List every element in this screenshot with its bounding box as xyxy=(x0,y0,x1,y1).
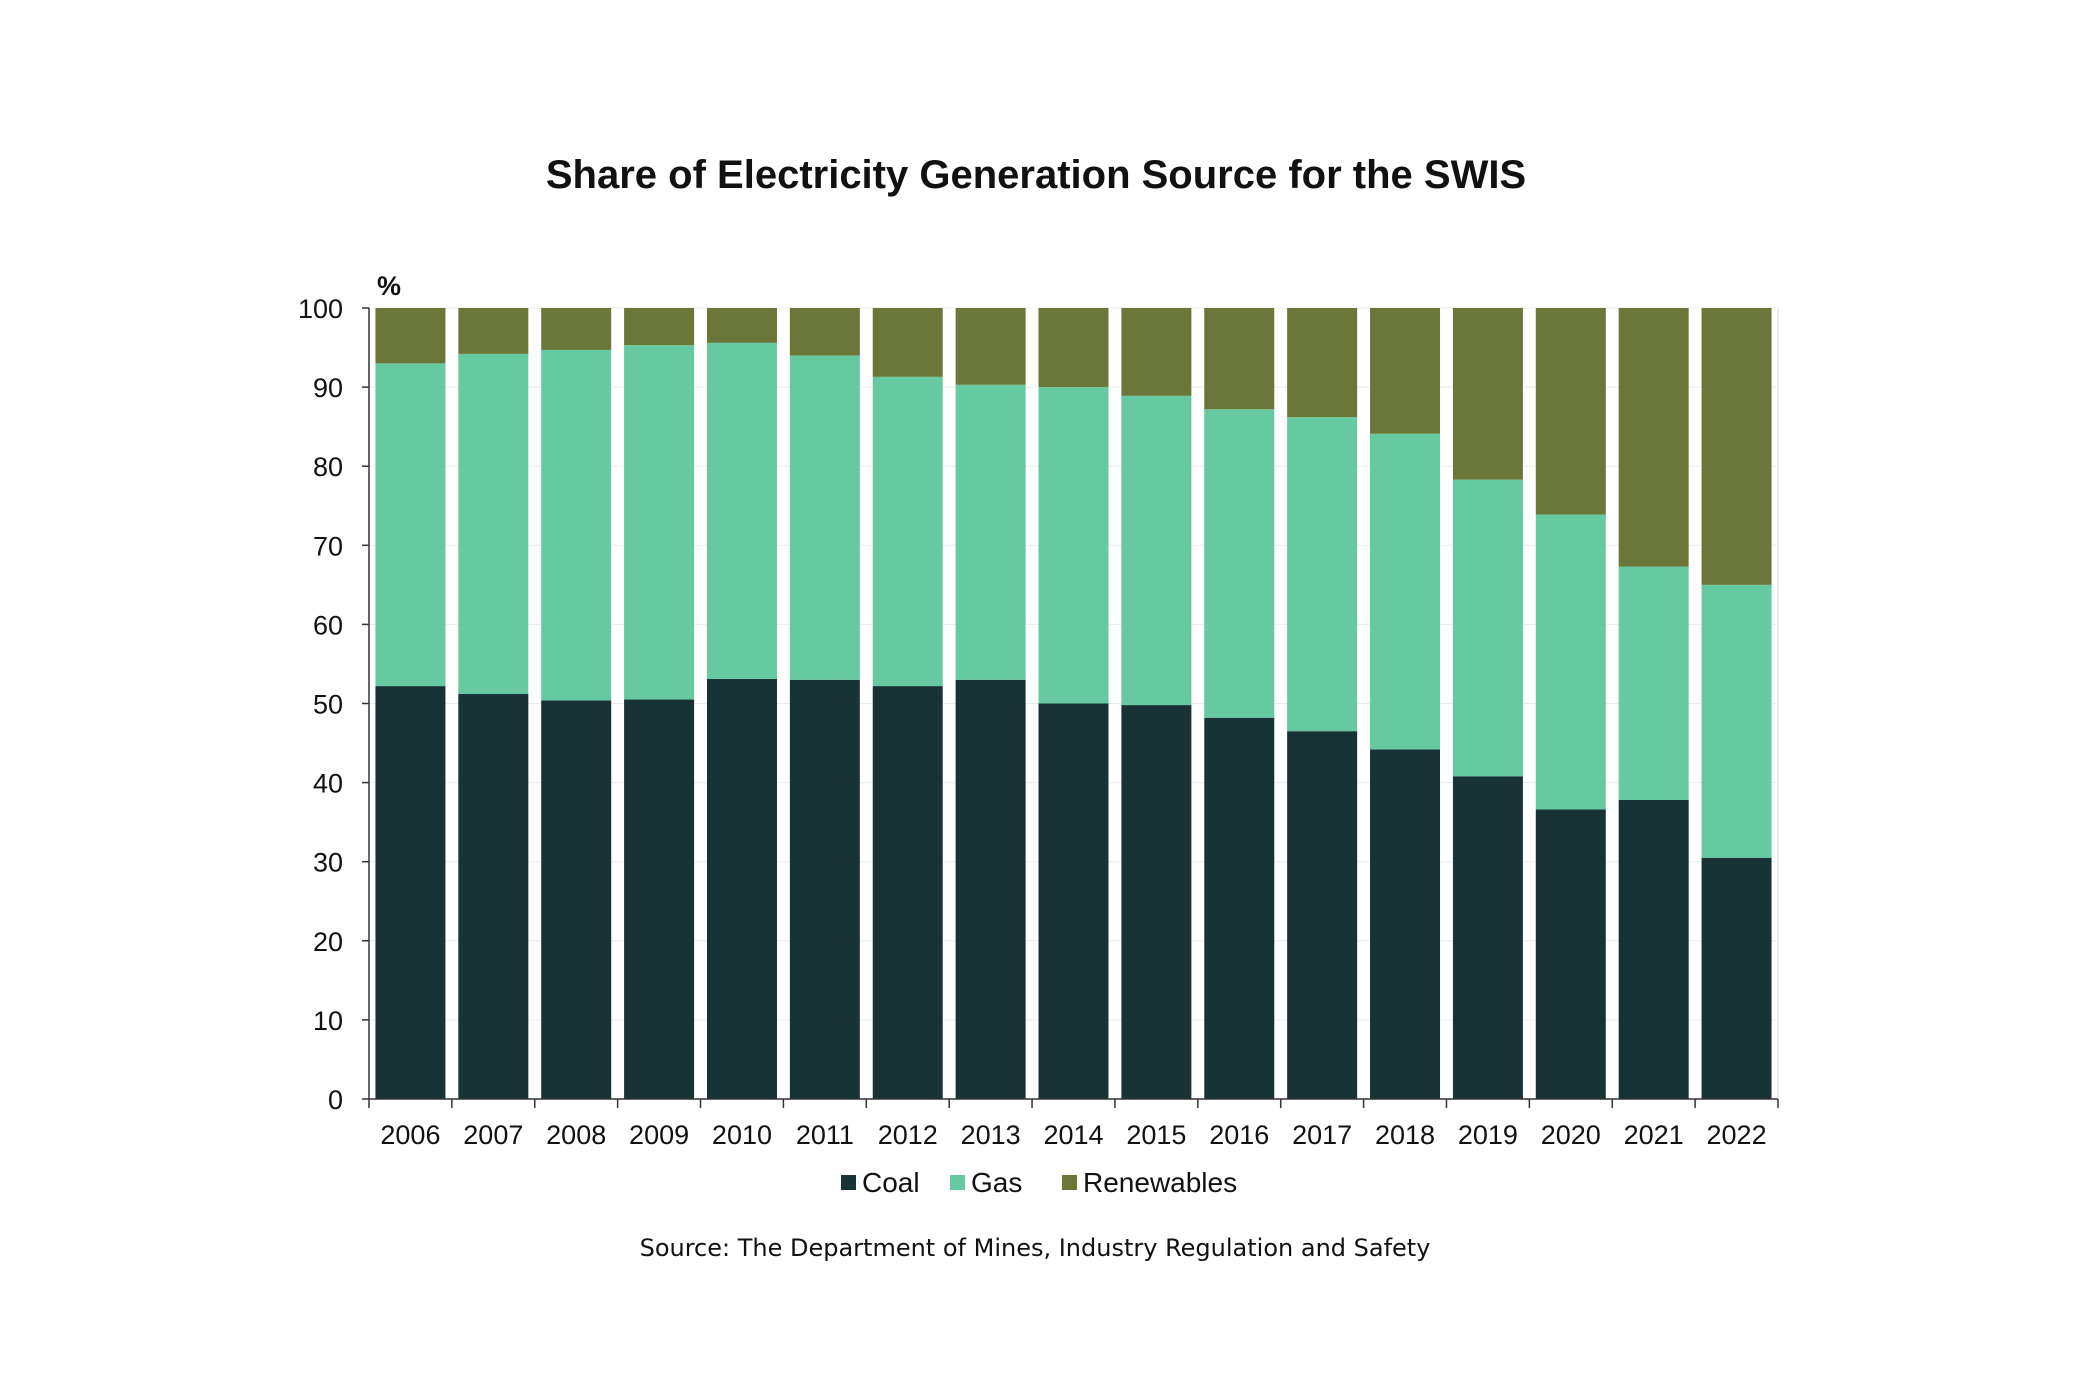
y-tick-label: 80 xyxy=(313,452,343,482)
bar-renewables-2015 xyxy=(1121,308,1192,396)
bar-renewables-2019 xyxy=(1452,308,1523,480)
bar-renewables-2016 xyxy=(1204,308,1275,410)
bar-renewables-2012 xyxy=(872,308,943,377)
y-tick-label: 0 xyxy=(328,1085,343,1115)
y-tick-label: 40 xyxy=(313,769,343,799)
y-tick-label: 20 xyxy=(313,927,343,957)
source-note: Source: The Department of Mines, Industr… xyxy=(640,1234,1431,1262)
x-tick-label: 2009 xyxy=(629,1120,689,1150)
x-tick-label: 2014 xyxy=(1043,1120,1103,1150)
bar-coal-2018 xyxy=(1370,749,1441,1099)
y-axis-ticks: 0 10 20 30 40 50 60 70 80 90 100 xyxy=(298,294,369,1115)
y-tick-label: 90 xyxy=(313,373,343,403)
bar-gas-2013 xyxy=(955,384,1026,680)
bar-gas-2022 xyxy=(1701,584,1772,858)
y-tick-label: 100 xyxy=(298,294,343,324)
bar-coal-2016 xyxy=(1204,717,1275,1099)
y-tick-label: 50 xyxy=(313,690,343,720)
x-tick-label: 2019 xyxy=(1458,1120,1518,1150)
x-tick-label: 2015 xyxy=(1126,1120,1186,1150)
bar-gas-2011 xyxy=(789,355,860,680)
bar-renewables-2022 xyxy=(1701,308,1772,585)
x-tick-label: 2010 xyxy=(712,1120,772,1150)
bar-renewables-2006 xyxy=(375,308,446,364)
bar-gas-2015 xyxy=(1121,395,1192,706)
legend-label-coal: Coal xyxy=(862,1167,920,1198)
bar-coal-2006 xyxy=(375,686,446,1099)
legend-swatch-renewables xyxy=(1062,1175,1077,1190)
bar-renewables-2017 xyxy=(1287,308,1358,418)
bar-gas-2014 xyxy=(1038,387,1109,704)
x-tick-label: 2011 xyxy=(796,1120,854,1150)
bar-renewables-2011 xyxy=(789,308,860,356)
bar-coal-2019 xyxy=(1452,776,1523,1099)
bar-gas-2006 xyxy=(375,363,446,687)
bar-gas-2012 xyxy=(872,376,943,687)
bar-coal-2012 xyxy=(872,686,943,1099)
bar-gas-2009 xyxy=(624,345,695,700)
bar-coal-2017 xyxy=(1287,731,1358,1099)
x-tick-label: 2022 xyxy=(1707,1120,1767,1150)
bar-renewables-2010 xyxy=(706,308,777,343)
bar-gas-2021 xyxy=(1618,566,1689,801)
legend-label-gas: Gas xyxy=(971,1167,1022,1198)
y-tick-label: 60 xyxy=(313,610,343,640)
y-axis-unit-label: % xyxy=(377,271,401,301)
bar-coal-2013 xyxy=(955,679,1026,1099)
bar-coal-2021 xyxy=(1618,800,1689,1099)
bar-coal-2022 xyxy=(1701,857,1772,1099)
x-axis-ticks: 2006 2007 2008 2009 2010 2011 2012 2013 2014 2015… xyxy=(368,1099,1779,1150)
bar-renewables-2021 xyxy=(1618,308,1689,567)
bar-coal-2010 xyxy=(706,678,777,1099)
bar-renewables-2014 xyxy=(1038,308,1109,388)
x-tick-label: 2006 xyxy=(380,1120,440,1150)
y-tick-label: 70 xyxy=(313,531,343,561)
bar-gas-2019 xyxy=(1452,479,1523,777)
bar-gas-2007 xyxy=(458,353,529,695)
y-tick-label: 30 xyxy=(313,848,343,878)
legend-swatch-coal xyxy=(841,1175,856,1190)
legend: Coal Gas Renewables xyxy=(841,1167,1237,1198)
bar-gas-2016 xyxy=(1204,409,1275,718)
x-tick-label: 2016 xyxy=(1209,1120,1269,1150)
bar-gas-2010 xyxy=(706,342,777,679)
bar-renewables-2008 xyxy=(541,308,612,350)
x-tick-label: 2007 xyxy=(463,1120,523,1150)
bar-renewables-2013 xyxy=(955,308,1026,385)
bar-gas-2020 xyxy=(1535,514,1606,810)
bar-coal-2014 xyxy=(1038,703,1109,1099)
bar-coal-2007 xyxy=(458,694,529,1099)
bar-gas-2018 xyxy=(1370,433,1441,750)
bar-renewables-2018 xyxy=(1370,308,1441,434)
x-tick-label: 2012 xyxy=(878,1120,938,1150)
bar-renewables-2020 xyxy=(1535,308,1606,515)
bar-renewables-2009 xyxy=(624,308,695,346)
legend-swatch-gas xyxy=(950,1175,965,1190)
x-tick-label: 2020 xyxy=(1541,1120,1601,1150)
x-tick-label: 2013 xyxy=(961,1120,1021,1150)
legend-label-renewables: Renewables xyxy=(1083,1167,1237,1198)
x-tick-label: 2008 xyxy=(546,1120,606,1150)
x-tick-label: 2017 xyxy=(1292,1120,1352,1150)
bar-gas-2017 xyxy=(1287,417,1358,732)
bars xyxy=(375,308,1772,1099)
bar-gas-2008 xyxy=(541,349,612,701)
y-tick-label: 10 xyxy=(313,1006,343,1036)
bar-coal-2015 xyxy=(1121,705,1192,1099)
bar-renewables-2007 xyxy=(458,308,529,354)
bar-coal-2011 xyxy=(789,679,860,1099)
x-tick-label: 2018 xyxy=(1375,1120,1435,1150)
bar-coal-2020 xyxy=(1535,809,1606,1099)
x-tick-label: 2021 xyxy=(1624,1120,1684,1150)
chart-title: Share of Electricity Generation Source f… xyxy=(546,153,1526,197)
bar-coal-2008 xyxy=(541,700,612,1099)
bar-coal-2009 xyxy=(624,699,695,1099)
